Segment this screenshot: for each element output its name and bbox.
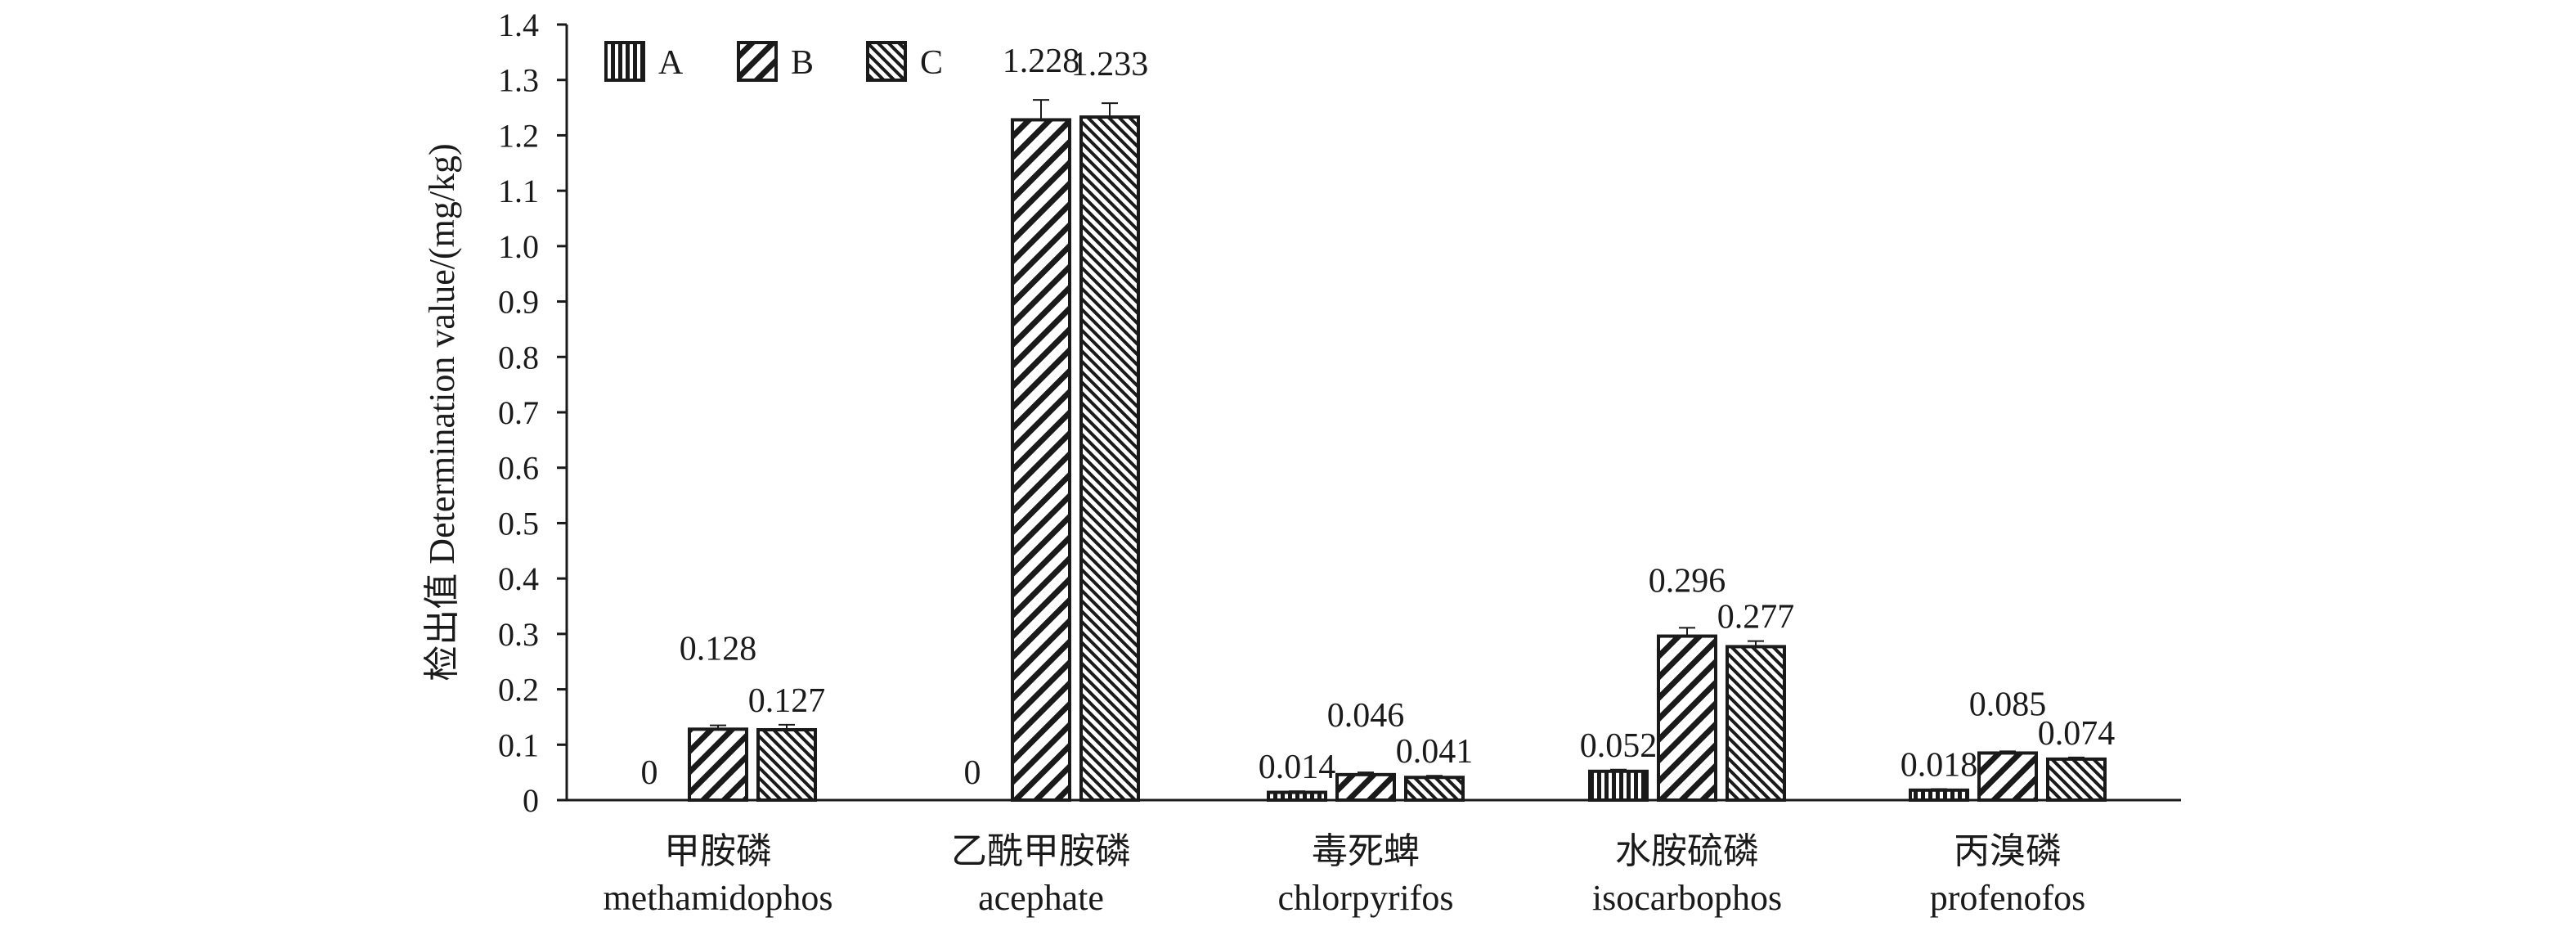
y-tick-label: 0.4 — [498, 560, 539, 597]
data-label-c-isocarbophos: 0.277 — [1717, 599, 1795, 636]
data-label-c-chlorpyrifos: 0.041 — [1396, 733, 1474, 771]
y-tick-label: 1.0 — [498, 228, 539, 265]
category-label-en: methamidophos — [603, 878, 832, 918]
bar-c-profenofos — [2046, 757, 2107, 802]
legend-item-a: A — [604, 41, 684, 82]
legend-swatch-b — [737, 41, 778, 82]
category-label-zh: 乙酰甲胺磷 — [951, 831, 1131, 871]
data-label-b-acephate: 1.228 — [1003, 43, 1080, 80]
bar-b-isocarbophos — [1657, 634, 1717, 803]
category-label-en: isocarbophos — [1592, 878, 1782, 918]
data-label-a-chlorpyrifos: 0.014 — [1259, 749, 1336, 786]
error-bars — [710, 99, 2085, 793]
data-label-a-isocarbophos: 0.052 — [1580, 727, 1658, 765]
legend-label-a: A — [658, 44, 684, 82]
legend-item-c: C — [866, 41, 943, 82]
category-label-zh: 水胺硫磷 — [1615, 831, 1759, 871]
bar-c-methamidophos — [756, 728, 817, 803]
data-label-a-methamidophos: 0 — [641, 754, 658, 792]
data-label-b-chlorpyrifos: 0.046 — [1327, 697, 1405, 735]
bar-b-profenofos — [1977, 751, 2038, 803]
y-tick-label: 0 — [523, 782, 539, 819]
bar-a-profenofos — [1909, 788, 1969, 802]
bar-c-isocarbophos — [1726, 645, 1786, 803]
y-tick-label: 0.6 — [498, 450, 539, 487]
bar-c-acephate — [1079, 115, 1140, 802]
y-tick-label: 0.5 — [498, 505, 539, 542]
y-tick-label: 0.3 — [498, 616, 539, 653]
category-label-en: chlorpyrifos — [1277, 878, 1453, 918]
data-label-b-isocarbophos: 0.296 — [1649, 562, 1726, 600]
data-label-b-profenofos: 0.085 — [1969, 686, 2047, 723]
data-label-c-methamidophos: 0.127 — [748, 682, 826, 720]
category-label-en: profenofos — [1930, 878, 2086, 918]
legend: A B C — [604, 41, 943, 82]
y-tick-label: 0.8 — [498, 339, 539, 376]
y-tick-label: 0.9 — [498, 284, 539, 321]
legend-item-b: B — [737, 41, 814, 82]
axes: 0 0.1 0.2 0.3 0.4 0.5 0.6 0.7 0.8 0.9 1.0 1.1 1.2 1.3… — [498, 7, 2181, 819]
category-label-zh: 丙溴磷 — [1954, 831, 2062, 871]
data-label-c-acephate: 1.233 — [1071, 46, 1149, 83]
legend-label-b: B — [791, 44, 814, 82]
bar-a-chlorpyrifos — [1267, 790, 1327, 803]
y-tick-label: 0.1 — [498, 726, 539, 763]
category-label-en: acephate — [978, 878, 1104, 918]
data-label-a-profenofos: 0.018 — [1901, 746, 1978, 784]
data-labels: 0 0 0.014 0.052 0.018 0.128 1.228 0.046 0.296 0.0… — [641, 43, 2116, 792]
bar-b-methamidophos — [688, 727, 748, 803]
legend-label-c: C — [920, 44, 943, 82]
category-label-zh: 甲胺磷 — [664, 831, 772, 871]
data-label-a-acephate: 0 — [964, 754, 981, 792]
y-tick-label: 0.2 — [498, 672, 539, 708]
category-label-zh: 毒死蜱 — [1312, 831, 1420, 871]
y-tick-label: 1.2 — [498, 117, 539, 154]
y-tick-label: 1.1 — [498, 173, 539, 209]
y-tick-label: 1.3 — [498, 62, 539, 99]
y-tick-label: 1.4 — [498, 7, 539, 43]
legend-swatch-a — [604, 41, 645, 82]
y-ticks: 0 0.1 0.2 0.3 0.4 0.5 0.6 0.7 0.8 0.9 1.0 1.1 1.2 1.3… — [498, 7, 567, 819]
bar-b-acephate — [1011, 118, 1071, 802]
y-tick-label: 0.7 — [498, 394, 539, 431]
data-label-c-profenofos: 0.074 — [2038, 715, 2116, 753]
bar-c-chlorpyrifos — [1404, 776, 1465, 802]
bars — [688, 115, 2107, 803]
data-label-b-methamidophos: 0.128 — [680, 631, 757, 668]
legend-swatch-c — [866, 41, 907, 82]
category-labels: 甲胺磷 methamidophos 乙酰甲胺磷 acephate 毒死蜱 chlorpyr… — [603, 831, 2085, 918]
y-axis-title: 检出值 Determination value/(mg/kg) — [422, 143, 462, 681]
bar-a-isocarbophos — [1588, 769, 1649, 803]
bar-b-chlorpyrifos — [1335, 772, 1396, 803]
